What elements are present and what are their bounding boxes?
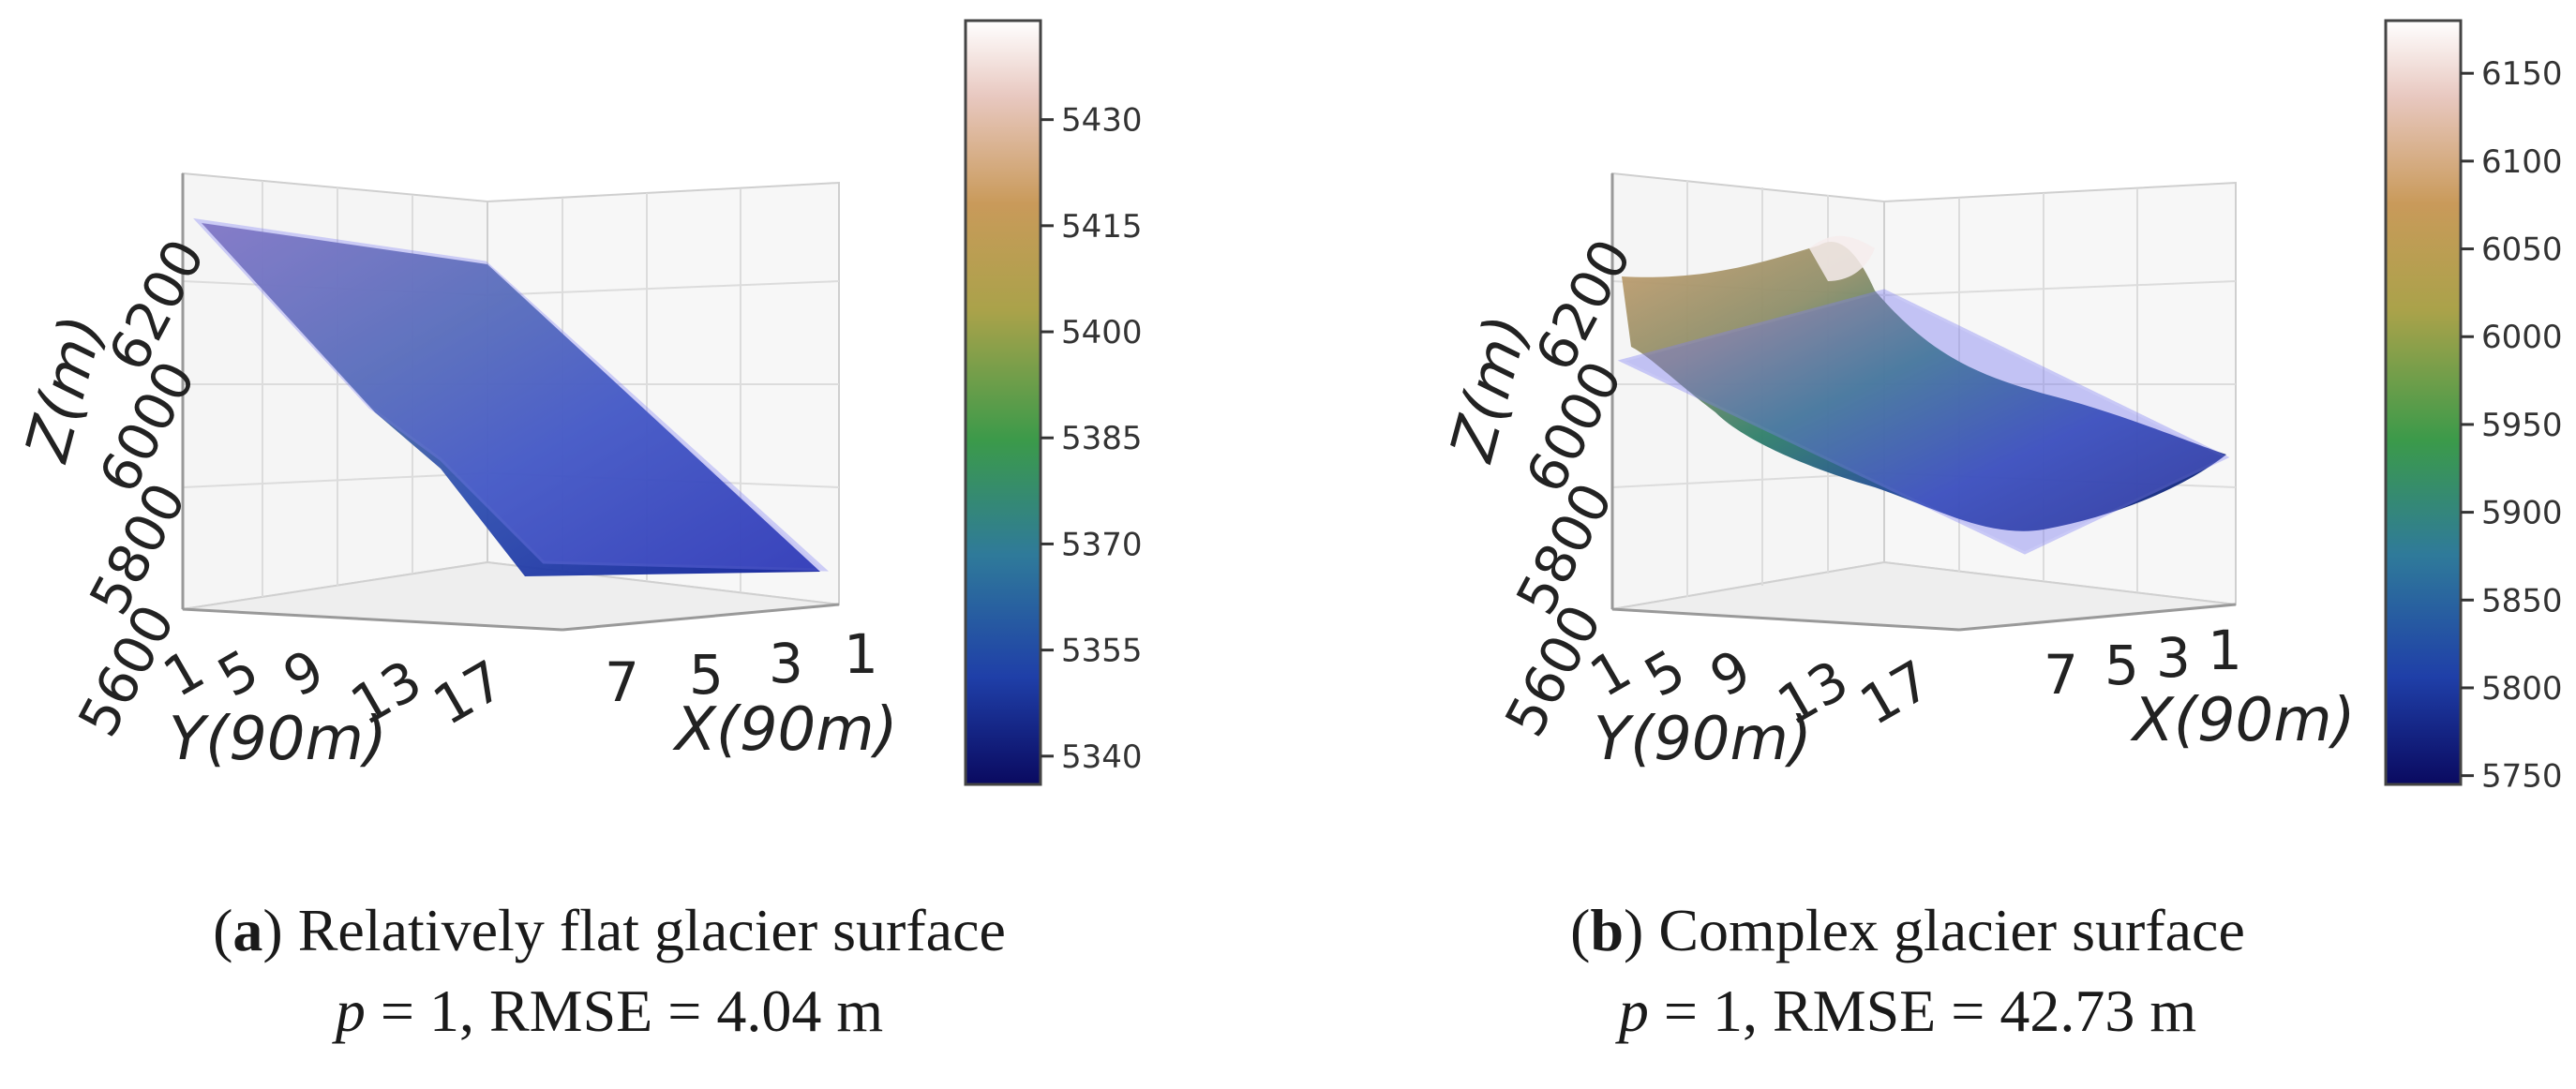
y-axis-label: Y(90m): [169, 705, 387, 774]
colorbar-tick-label: 6150: [2481, 55, 2563, 93]
x-axis-label: X(90m): [672, 695, 898, 765]
surface-a: [202, 223, 820, 576]
caption-b-title: (b) Complex glacier surface: [1570, 897, 2245, 963]
y-tick: 17: [1850, 648, 1941, 738]
colorbar-tick-label: 6000: [2481, 319, 2563, 356]
caption-b-rmse: = 1, RMSE = 42.73 m: [1663, 977, 2197, 1044]
y-tick: 9: [1700, 637, 1761, 709]
x-tick: 5: [689, 643, 724, 707]
x-tick: 7: [2044, 643, 2078, 707]
caption-b: (b) Complex glacier surface p = 1, RMSE …: [1298, 890, 2517, 1052]
surface-peak-b: [1809, 235, 1875, 281]
fitted-plane-b: [1617, 289, 2230, 555]
y-axis-label: Y(90m): [1594, 705, 1812, 774]
caption-b-p: p: [1618, 977, 1649, 1044]
colorbar-ticks-b: 5750 5800 5850 5900 5950 6000 6050 6100 6150: [2461, 55, 2563, 796]
caption-a-stats: p = 1, RMSE = 4.04 m: [0, 971, 1219, 1052]
panel-b: 6200 6000 5800 5600 Z(m) 1 5 9 13 17 Y(9…: [1437, 19, 2563, 796]
caption-a-rmse: = 1, RMSE = 4.04 m: [380, 977, 884, 1044]
colorbar-tick-label: 5900: [2481, 495, 2563, 532]
colorbar-b: [2384, 19, 2463, 786]
axis-edges-a: [181, 173, 840, 632]
y-tick: 5: [207, 637, 269, 709]
panel-a: 6200 6000 5800 5600 Z(m) 1 5 9 13 17 Y(9…: [12, 19, 1143, 786]
y-tick: 17: [423, 648, 515, 738]
x-tick: 3: [769, 632, 803, 695]
x-tick: 3: [2156, 626, 2191, 690]
colorbar-tick-label: 5950: [2481, 407, 2563, 444]
caption-a-text: Relatively flat glacier surface: [297, 897, 1006, 963]
surface-b: [1622, 242, 2226, 531]
colorbar-tick-label: 5340: [1061, 738, 1143, 776]
colorbar-tick-label: 6050: [2481, 231, 2563, 269]
caption-b-text: Complex glacier surface: [1658, 897, 2245, 963]
caption-a-label: a: [232, 897, 263, 963]
x-tick: 7: [605, 650, 639, 714]
x-tick: 1: [2208, 619, 2242, 682]
x-tick: 5: [2104, 634, 2139, 697]
colorbar-tick-label: 5800: [2481, 670, 2563, 708]
colorbar-tick-label: 5415: [1061, 208, 1143, 246]
caption-b-stats: p = 1, RMSE = 42.73 m: [1298, 971, 2517, 1052]
colorbar-tick-label: 5430: [1061, 102, 1143, 140]
colorbar-tick-label: 5750: [2481, 758, 2563, 796]
caption-a: (a) Relatively flat glacier surface p = …: [0, 890, 1219, 1052]
colorbar-tick-label: 5370: [1061, 526, 1143, 563]
caption-a-p: p: [335, 977, 366, 1044]
colorbar-tick-label: 5355: [1061, 633, 1143, 670]
colorbar-ticks-a: 5340 5355 5370 5385 5400 5415 5430: [1041, 102, 1143, 776]
colorbar-tick-label: 5850: [2481, 582, 2563, 619]
colorbar-tick-label: 5385: [1061, 420, 1143, 457]
y-tick: 5: [1634, 637, 1696, 709]
x-tick: 1: [844, 622, 878, 686]
colorbar-a: [964, 19, 1042, 786]
x-axis-label: X(90m): [2130, 686, 2356, 755]
caption-a-title: (a) Relatively flat glacier surface: [213, 897, 1006, 963]
colorbar-tick-label: 6100: [2481, 143, 2563, 181]
y-tick: 9: [273, 637, 335, 709]
caption-b-label: b: [1590, 897, 1625, 963]
fitted-plane-a: [193, 217, 830, 572]
colorbar-tick-label: 5400: [1061, 314, 1143, 351]
axis-edges-b: [1610, 173, 2237, 632]
